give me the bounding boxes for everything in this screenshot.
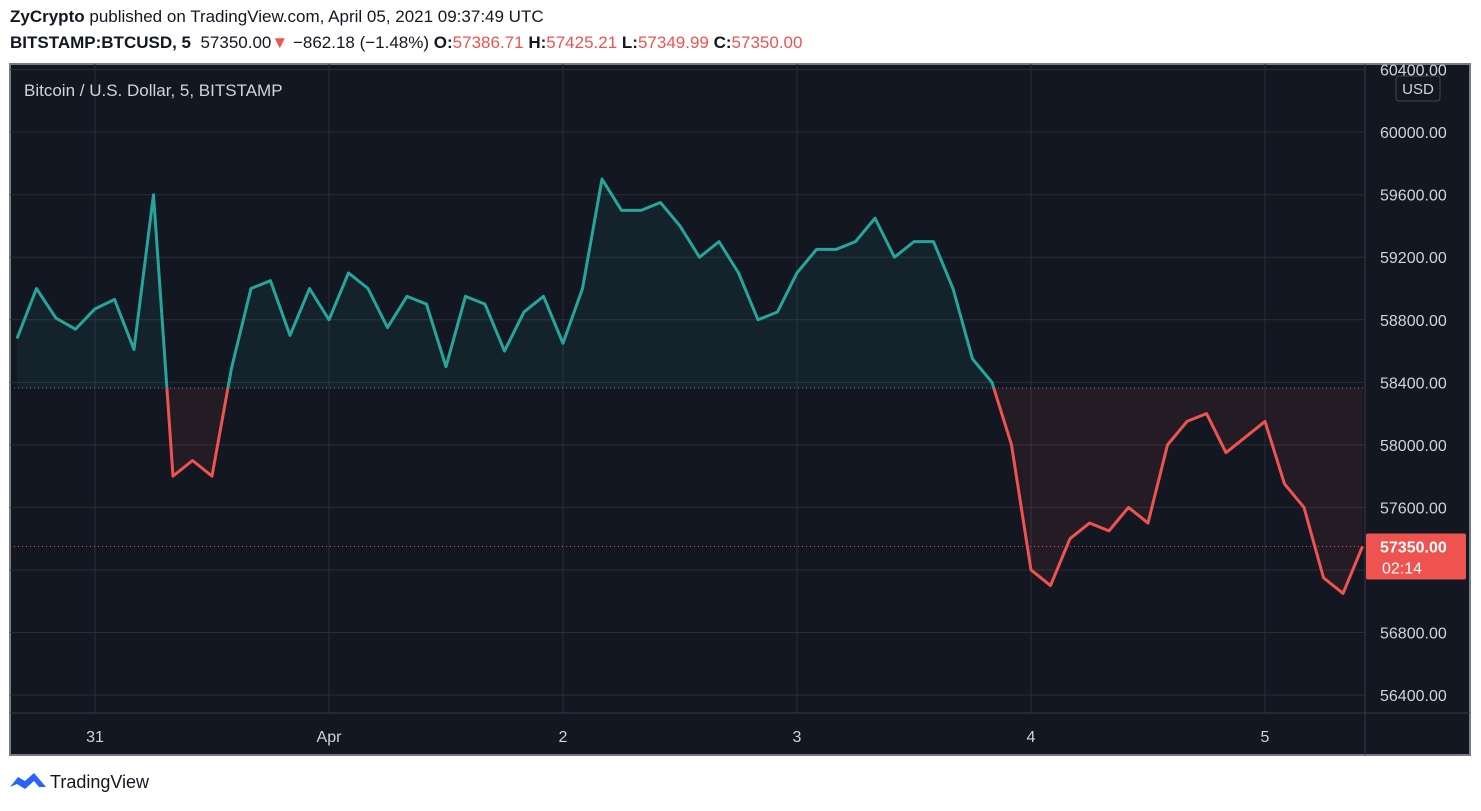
area-down [17,387,1363,594]
y-tick-label: 60000.00 [1380,125,1447,142]
arrow: ▼ [271,33,289,52]
header-line: ZyCrypto published on TradingView.com, A… [10,7,544,27]
h-label: H: [528,33,547,52]
chart-title: Bitcoin / U.S. Dollar, 5, BITSTAMP [24,81,283,100]
x-tick-label: 5 [1261,729,1270,746]
last-price-label: 57350.00 [1380,539,1447,556]
o-label: O: [433,33,453,52]
x-tick-label: 4 [1027,729,1036,746]
chart-background [9,63,1471,756]
open: 57386.71 [452,33,524,52]
area-up [17,179,994,388]
line-up [15,177,996,388]
line-down [165,387,1364,595]
author: ZyCrypto [10,7,85,26]
y-tick-label: 59600.00 [1380,188,1447,205]
brand: TradingView [50,772,150,792]
l-label: L: [621,33,638,52]
x-tick-label: 3 [793,729,802,746]
currency-box [1395,75,1441,102]
currency: USD [1402,81,1434,98]
x-tick-label: 2 [559,729,568,746]
x-tick-label: 31 [86,729,104,746]
last-price-box [1366,533,1466,580]
low: 57349.99 [637,33,709,52]
brand-logo [10,773,46,789]
y-tick-label: 58000.00 [1380,438,1447,455]
y-tick-label: 59200.00 [1380,250,1447,267]
symbol: BITSTAMP:BTCUSD, 5 [10,33,192,52]
change: −862.18 (−1.48%) [292,33,430,52]
price: 57350.00 [200,33,272,52]
y-tick-label: 58400.00 [1380,375,1447,392]
high: 57425.21 [546,33,618,52]
published: published on TradingView.com, April 05, … [89,7,544,26]
y-tick-label: 56400.00 [1380,688,1447,705]
c-label: C: [713,33,732,52]
x-tick-label: Apr [317,729,343,746]
close: 57350.00 [731,33,803,52]
y-tick-label: 56800.00 [1380,625,1447,642]
header-line: BITSTAMP:BTCUSD, 5 57350.00▼ −862.18 (−1… [10,33,802,53]
y-tick-label: 57600.00 [1380,500,1447,517]
countdown: 02:14 [1382,560,1422,577]
y-tick-label: 58800.00 [1380,313,1447,330]
